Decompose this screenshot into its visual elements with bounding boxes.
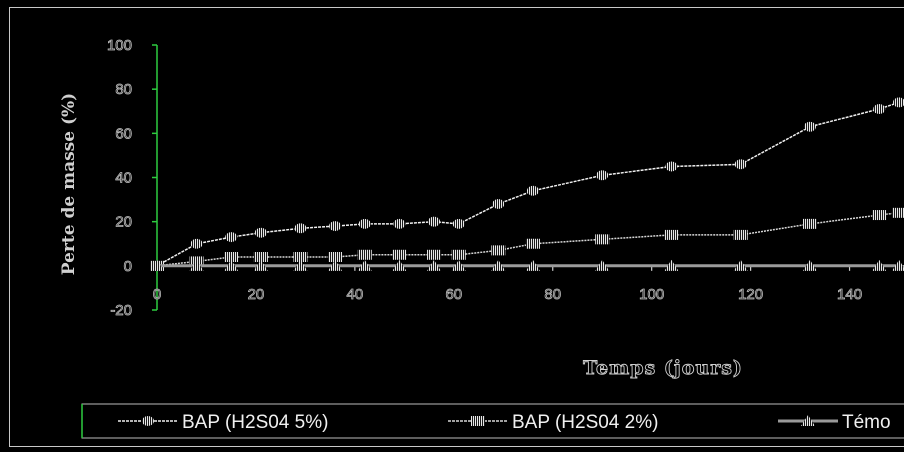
data-point-s1 [734, 159, 747, 170]
data-point-s1 [596, 170, 609, 181]
y-tick-label: 80 [115, 81, 132, 98]
y-tick-label: 20 [115, 214, 132, 231]
data-point-s1 [225, 232, 238, 243]
data-point-s3 [357, 259, 372, 271]
data-point-s3 [595, 259, 610, 271]
data-point-s3 [427, 259, 442, 271]
data-point-s2 [733, 229, 748, 240]
data-point-s3 [892, 259, 904, 271]
data-point-s2 [224, 252, 239, 262]
x-tick-label: 120 [738, 286, 763, 303]
data-point-s2 [491, 245, 506, 256]
data-point-s1 [893, 97, 904, 108]
data-point-s1 [428, 216, 441, 227]
data-point-s2 [892, 207, 904, 218]
data-point-s3 [802, 259, 817, 271]
data-point-s3 [733, 259, 748, 271]
legend-label-3: Témo [842, 412, 891, 433]
data-point-s2 [872, 210, 887, 221]
data-point-s3 [451, 259, 466, 271]
data-point-s3 [189, 259, 204, 271]
y-tick-label: 100 [107, 37, 132, 54]
data-point-s1 [358, 218, 371, 229]
data-point-s1 [329, 221, 342, 232]
x-axis-title: Temps (jours) [583, 357, 743, 379]
legend-marker-3 [801, 415, 815, 426]
data-point-s1 [492, 199, 505, 209]
x-tick-label: 140 [837, 286, 862, 303]
x-tick-label: 20 [248, 286, 265, 303]
legend-label-1: BAP (H2S04 5%) [182, 412, 328, 433]
y-axis-title: Perte de masse (%) [59, 93, 79, 275]
data-point-s3 [293, 259, 308, 271]
data-point-s1 [665, 161, 678, 172]
y-tick-label: -20 [110, 302, 132, 319]
data-point-s2 [357, 249, 372, 260]
y-tick-label: 0 [124, 258, 132, 275]
x-tick-label: 80 [544, 286, 561, 303]
data-point-s2 [525, 238, 540, 249]
data-point-s2 [802, 218, 817, 229]
data-point-s1 [452, 218, 465, 229]
data-point-s3 [392, 259, 407, 271]
y-tick-label: 40 [115, 170, 132, 187]
data-point-s3 [253, 259, 268, 271]
data-point-s1 [190, 238, 203, 249]
data-point-s2 [392, 249, 407, 260]
legend-marker-2 [471, 416, 485, 426]
data-point-s2 [293, 252, 308, 262]
x-tick-label: 0 [153, 286, 161, 303]
legend-label-2: BAP (H2S04 2%) [512, 412, 658, 433]
data-point-s1 [526, 185, 539, 196]
data-point-s2 [664, 229, 679, 240]
data-point-s2 [451, 249, 466, 260]
data-point-s1 [294, 223, 307, 234]
data-point-s3 [872, 259, 887, 271]
x-tick-label: 40 [347, 286, 364, 303]
legend-marker-1 [142, 416, 154, 426]
data-point-s3 [664, 259, 679, 271]
y-tick-label: 60 [115, 125, 132, 142]
data-point-s2 [253, 252, 268, 262]
data-point-s1 [254, 227, 267, 238]
chart-frame [9, 7, 904, 447]
data-point-s3 [328, 259, 343, 271]
data-point-s3 [150, 259, 164, 271]
data-point-s3 [491, 259, 506, 271]
data-point-s2 [427, 249, 442, 260]
x-tick-label: 100 [639, 286, 664, 303]
data-point-s2 [595, 234, 610, 245]
data-point-s3 [224, 259, 239, 271]
data-point-s2 [328, 252, 343, 262]
data-point-s1 [393, 218, 406, 229]
data-point-s3 [525, 259, 540, 271]
data-point-s1 [873, 104, 886, 115]
data-point-s1 [803, 121, 816, 132]
x-tick-label: 60 [445, 286, 462, 303]
